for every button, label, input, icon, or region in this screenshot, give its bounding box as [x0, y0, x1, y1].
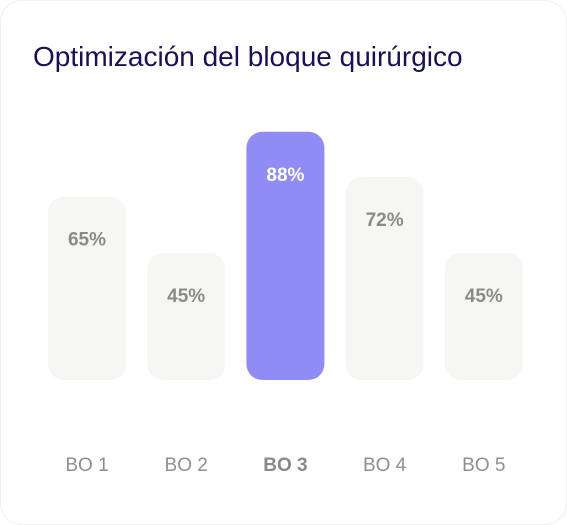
- chart-title: Optimización del bloque quirúrgico: [33, 41, 463, 72]
- value-label-5: 45%: [465, 286, 503, 307]
- category-label-5: BO 5: [462, 455, 505, 476]
- category-label-4: BO 4: [363, 455, 407, 476]
- value-labels-layer: 65% 45% 88% 72% 45%: [68, 165, 503, 307]
- category-label-2: BO 2: [165, 455, 208, 476]
- bar-5: [444, 253, 523, 380]
- bar-1: [48, 196, 126, 380]
- bars-layer: [48, 131, 523, 380]
- category-labels-layer: BO 1 BO 2 BO 3 BO 4 BO 5: [65, 455, 505, 476]
- value-label-3: 88%: [266, 165, 304, 186]
- value-label-2: 45%: [167, 286, 205, 307]
- bar-4: [345, 177, 424, 380]
- category-label-1: BO 1: [65, 455, 108, 476]
- value-label-1: 65%: [68, 230, 106, 251]
- value-label-4: 72%: [366, 210, 404, 231]
- bar-3: [246, 131, 325, 380]
- bar-2: [147, 253, 226, 380]
- category-label-3: BO 3: [263, 455, 307, 476]
